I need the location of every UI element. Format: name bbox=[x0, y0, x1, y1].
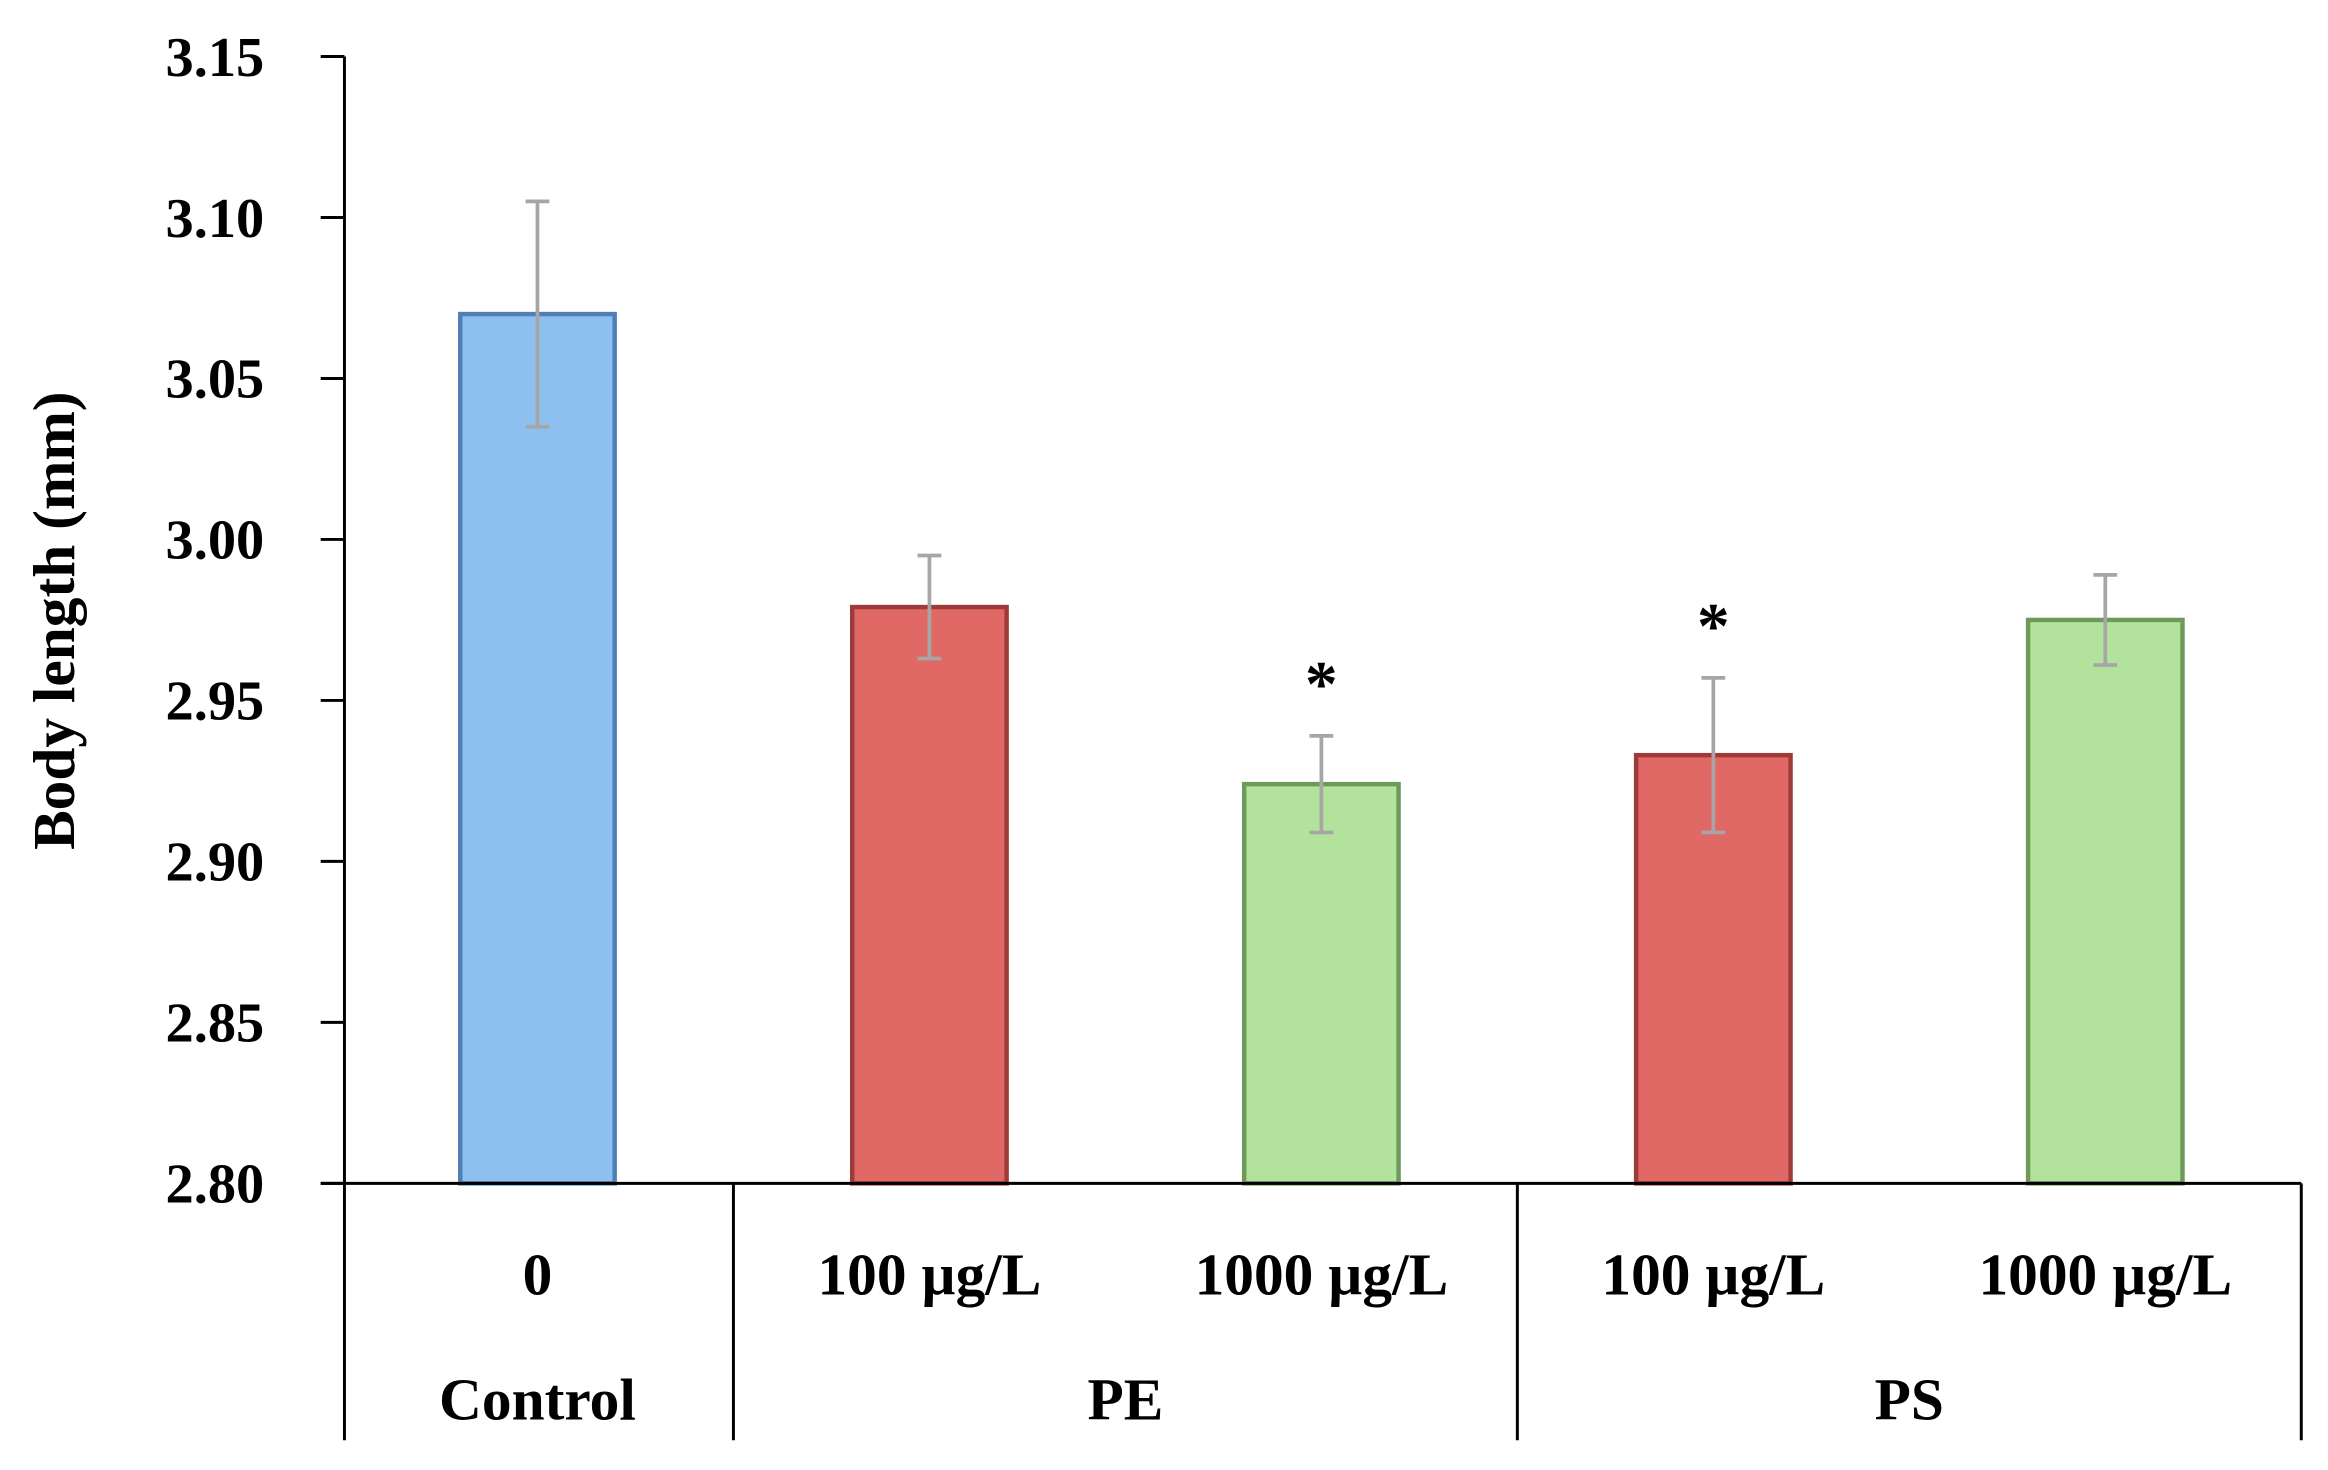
significance-marker: * bbox=[1697, 591, 1730, 663]
x-tick-label: 100 µg/L bbox=[1601, 1242, 1825, 1308]
bar bbox=[849, 604, 1009, 1186]
bar bbox=[458, 311, 617, 1186]
x-axis: 0 100 µg/L 1000 µg/L 100 µg/L 1000 µg/L Contr… bbox=[320, 1181, 2303, 1441]
group-label: Control bbox=[439, 1366, 636, 1432]
y-tick-label: 3.00 bbox=[166, 510, 265, 572]
significance-marker: * bbox=[1305, 649, 1338, 721]
y-tick-label: 2.90 bbox=[166, 832, 265, 894]
x-tick-label: 100 µg/L bbox=[817, 1242, 1041, 1308]
y-tick-label: 2.80 bbox=[166, 1154, 265, 1216]
y-tick-label: 3.15 bbox=[166, 27, 265, 89]
bar bbox=[1241, 781, 1401, 1186]
y-tick-label: 2.85 bbox=[166, 993, 265, 1055]
group-label: PE bbox=[1087, 1366, 1163, 1432]
y-axis: 2.80 2.85 2.90 2.95 3.00 3.05 3.10 3.15 bbox=[166, 27, 346, 1216]
group-label: PS bbox=[1875, 1366, 1944, 1432]
y-axis-label: Body length (mm) bbox=[21, 391, 87, 850]
bars: ** bbox=[458, 199, 2185, 1186]
x-tick-label: 1000 µg/L bbox=[1195, 1242, 1449, 1308]
y-tick-label: 2.95 bbox=[166, 671, 265, 733]
y-tick-label: 3.10 bbox=[166, 188, 265, 250]
x-tick-label: 1000 µg/L bbox=[1978, 1242, 2232, 1308]
bar bbox=[2025, 617, 2185, 1186]
y-tick-label: 3.05 bbox=[166, 349, 265, 411]
x-tick-label: 0 bbox=[523, 1242, 553, 1308]
